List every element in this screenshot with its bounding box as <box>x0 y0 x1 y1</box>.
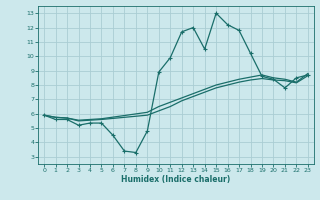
X-axis label: Humidex (Indice chaleur): Humidex (Indice chaleur) <box>121 175 231 184</box>
